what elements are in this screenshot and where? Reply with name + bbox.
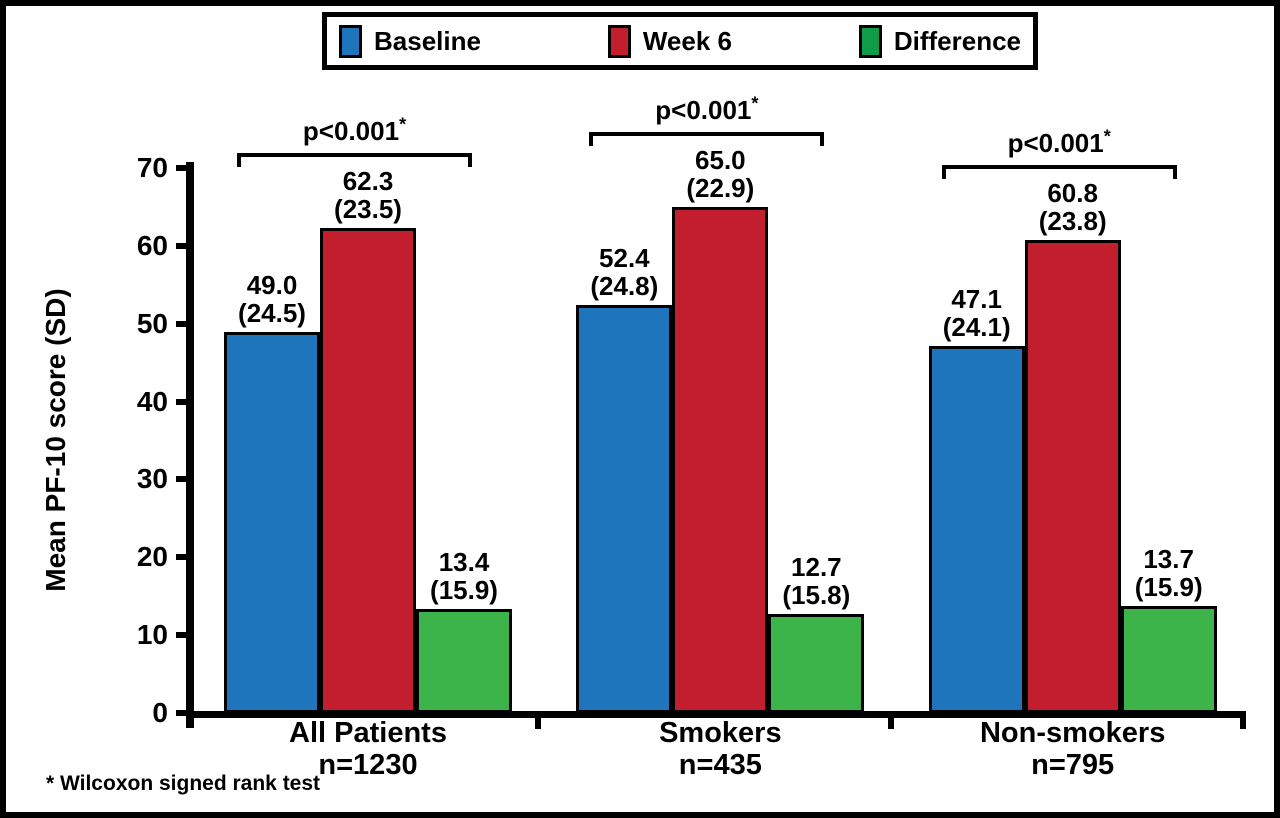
n-count-text: n=795 <box>1031 749 1115 781</box>
y-tick-label: 30 <box>136 463 168 495</box>
sd-text: (24.5) <box>238 297 306 328</box>
legend-item-difference: Difference <box>858 24 1021 58</box>
y-tick <box>176 476 194 483</box>
all-patients-difference-value-label: 13.4 (15.9) <box>430 548 498 604</box>
non-smokers-p-value-label: p<0.001* <box>1007 125 1111 158</box>
non-smokers-difference-value-label: 13.7 (15.9) <box>1135 545 1203 601</box>
smokers-baseline-value-label: 52.4 (24.8) <box>590 244 658 300</box>
y-tick <box>176 320 194 327</box>
value-text: 62.3 <box>342 165 394 196</box>
non-smokers-baseline-value-label: 47.1 (24.1) <box>943 285 1011 341</box>
y-tick <box>176 398 194 405</box>
value-text: 65.0 <box>695 144 746 175</box>
non-smokers-baseline-bar <box>928 346 1025 713</box>
all-patients-baseline-value-label: 49.0 (24.5) <box>238 271 306 327</box>
y-tick <box>176 554 194 561</box>
y-tick-label: 50 <box>136 307 168 339</box>
value-text: 60.8 <box>1047 177 1098 208</box>
y-tick <box>176 632 194 639</box>
p-value-text: p<0.001 <box>1007 127 1104 158</box>
sd-text: (15.9) <box>430 574 498 605</box>
all-patients-category-label: All Patients n=1230 <box>289 717 447 781</box>
all-patients-week-6-value-label: 62.3 (23.5) <box>334 167 402 223</box>
legend-label-week6: Week 6 <box>642 26 732 56</box>
baseline-swatch-icon <box>339 24 362 58</box>
value-text: 12.7 <box>791 552 842 583</box>
smokers-difference-value-label: 12.7 (15.8) <box>782 553 850 609</box>
y-tick-label: 40 <box>136 385 168 417</box>
sd-text: (24.1) <box>942 312 1011 343</box>
smokers-baseline-bar <box>576 305 673 713</box>
y-tick <box>176 710 194 716</box>
non-smokers-week-6-bar <box>1024 239 1121 713</box>
all-patients-difference-bar <box>416 608 512 713</box>
footnote: * Wilcoxon signed rank test <box>46 772 321 795</box>
sd-text: (15.8) <box>782 580 851 611</box>
category-text: Smokers <box>659 717 782 749</box>
value-text: 13.4 <box>438 546 490 577</box>
x-axis-group-tick <box>535 711 542 729</box>
week6-swatch-icon <box>607 24 631 58</box>
sd-text: (15.9) <box>1134 572 1203 603</box>
legend-item-week6: Week 6 <box>607 24 732 58</box>
legend-label-baseline: Baseline <box>374 26 481 56</box>
category-text: Non-smokers <box>979 717 1166 749</box>
all-patients-p-value-label: p<0.001* <box>302 114 407 146</box>
smokers-p-value-label: p<0.001* <box>655 93 759 125</box>
difference-swatch-icon <box>858 24 882 58</box>
x-axis-line <box>186 711 1243 718</box>
smokers-category-label: Smokers n=435 <box>659 717 782 781</box>
y-axis-line <box>186 162 194 728</box>
all-patients-week-6-bar <box>320 227 416 713</box>
smokers-week-6-value-label: 65.0 (22.9) <box>686 146 754 202</box>
smokers-week-6-bar <box>672 206 769 713</box>
smokers-difference-bar <box>768 614 865 713</box>
non-smokers-category-label: Non-smokers n=795 <box>980 717 1165 781</box>
non-smokers-week-6-value-label: 60.8 (23.8) <box>1039 179 1107 235</box>
legend: Baseline Week 6 Difference <box>322 12 1038 70</box>
p-value-asterisk: * <box>399 114 407 135</box>
value-text: 49.0 <box>246 269 298 300</box>
x-axis-group-tick <box>1240 711 1246 729</box>
x-axis-group-tick <box>887 711 894 729</box>
y-tick <box>176 242 194 249</box>
y-tick-label: 60 <box>136 229 168 261</box>
value-text: 47.1 <box>951 284 1002 315</box>
p-value-text: p<0.001 <box>302 115 400 146</box>
n-count-text: n=435 <box>678 749 762 781</box>
sd-text: (22.9) <box>686 172 755 203</box>
y-tick-label: 20 <box>136 541 168 573</box>
sd-text: (24.8) <box>590 271 659 302</box>
p-value-asterisk: * <box>1103 125 1111 146</box>
p-value-text: p<0.001 <box>655 94 752 125</box>
category-text: All Patients <box>289 717 447 749</box>
smokers-significance-bracket <box>589 131 825 146</box>
y-tick-label: 0 <box>152 697 168 728</box>
p-value-asterisk: * <box>751 93 759 114</box>
y-axis-title: Mean PF-10 score (SD) <box>40 288 71 592</box>
legend-item-baseline: Baseline <box>339 24 481 58</box>
y-tick <box>176 165 194 171</box>
non-smokers-difference-bar <box>1120 606 1217 713</box>
n-count-text: n=1230 <box>318 749 418 781</box>
non-smokers-significance-bracket <box>941 164 1177 179</box>
y-tick-label: 70 <box>136 152 168 183</box>
all-patients-baseline-bar <box>224 331 320 713</box>
y-tick-label: 10 <box>136 619 168 651</box>
legend-label-difference: Difference <box>893 26 1021 56</box>
sd-text: (23.8) <box>1038 205 1107 236</box>
sd-text: (23.5) <box>334 193 402 224</box>
all-patients-significance-bracket <box>237 152 472 167</box>
value-text: 52.4 <box>599 243 650 274</box>
value-text: 13.7 <box>1143 544 1194 575</box>
